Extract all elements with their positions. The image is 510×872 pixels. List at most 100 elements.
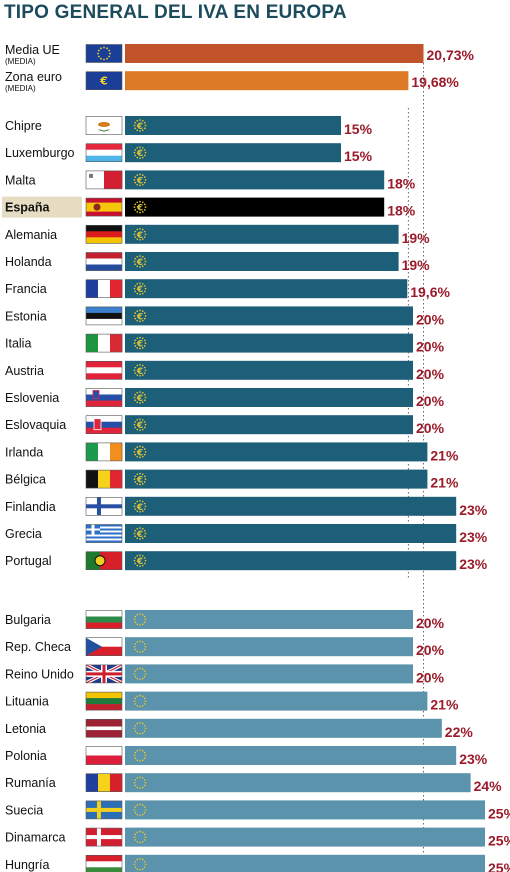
eu-stars-icon <box>133 694 147 708</box>
svg-text:€: € <box>136 231 143 241</box>
bar-row: Dinamarca 25% <box>5 827 510 849</box>
bar <box>125 197 385 217</box>
category-label: Media UE <box>5 43 60 57</box>
category-label: Chipre <box>5 119 42 133</box>
value-label-background <box>471 777 500 794</box>
bar-row: Rep. Checa 20% <box>5 637 445 658</box>
germany-flag <box>85 225 123 244</box>
value-label: 19,6% <box>410 284 450 300</box>
bar-row: Media UE(MEDIA) 20,73% <box>5 43 475 66</box>
category-label: Alemania <box>5 228 57 242</box>
malta-flag <box>85 170 123 190</box>
latvia-flag <box>85 718 123 738</box>
svg-text:€: € <box>136 204 143 214</box>
bar <box>125 524 457 543</box>
svg-text:€: € <box>136 421 143 431</box>
category-label: Dinamarca <box>5 831 65 845</box>
slovakia-flag <box>85 415 123 435</box>
slovenia-flag <box>85 388 123 407</box>
svg-text:€: € <box>136 394 143 404</box>
bar-row: Bélgica €21% <box>5 469 459 491</box>
category-label: Reino Unido <box>5 667 74 681</box>
value-label: 21% <box>430 697 459 713</box>
value-label: 21% <box>430 475 459 491</box>
category-label: Francia <box>5 282 47 296</box>
euro-symbol-flag: € <box>85 71 123 90</box>
value-label-background <box>486 831 510 848</box>
value-label: 19,68% <box>411 74 459 90</box>
bar <box>125 718 442 738</box>
value-label: 15% <box>344 121 373 137</box>
category-label: Malta <box>5 173 36 187</box>
value-label: 20% <box>416 669 445 685</box>
category-label: Hungría <box>5 858 50 872</box>
bar <box>125 333 413 353</box>
bar <box>125 224 399 244</box>
hungary-flag <box>85 854 123 872</box>
bar <box>125 800 485 820</box>
euro-coin-icon: € <box>133 554 147 567</box>
value-label: 23% <box>459 502 488 518</box>
value-label: 19% <box>402 257 431 273</box>
value-label: 24% <box>474 778 503 794</box>
finland-flag <box>85 496 123 516</box>
bar <box>125 551 457 571</box>
value-label: 25% <box>488 833 510 849</box>
value-label: 20% <box>416 615 445 631</box>
bar-row: Eslovenia €20% <box>5 388 445 409</box>
category-label: Irlanda <box>5 445 43 459</box>
eu-stars-icon <box>133 857 147 871</box>
category-label: Holanda <box>5 255 52 269</box>
category-sublabel: (MEDIA) <box>5 84 36 93</box>
bar-row: España €18% <box>2 196 416 219</box>
bar-row: Letonia 22% <box>5 718 474 740</box>
svg-text:€: € <box>136 312 143 322</box>
value-label: 23% <box>459 529 488 545</box>
bar <box>125 442 428 462</box>
category-label: España <box>5 201 51 215</box>
bar <box>125 746 457 765</box>
eu-stars-icon <box>133 776 147 790</box>
euro-coin-icon: € <box>133 227 147 241</box>
svg-text:€: € <box>136 530 143 540</box>
bar <box>125 252 399 271</box>
denmark-flag <box>85 827 123 847</box>
euro-coin-icon: € <box>133 255 147 268</box>
euro-coin-icon: € <box>133 173 147 186</box>
value-label-background <box>486 858 510 872</box>
euro-coin-icon: € <box>133 309 147 322</box>
value-label: 25% <box>488 860 510 872</box>
bar-row: Rumanía 24% <box>5 773 502 794</box>
euro-coin-icon: € <box>133 336 147 350</box>
euro-coin-icon: € <box>133 472 147 486</box>
svg-text:€: € <box>136 503 143 513</box>
bar-row: Francia €19,6% <box>5 279 450 300</box>
category-label: Italia <box>5 337 31 351</box>
bar-row: Alemania €19% <box>5 224 430 246</box>
bar <box>125 44 424 63</box>
bar-row: Grecia €23% <box>5 524 488 545</box>
romania-flag <box>85 773 123 793</box>
highlight-background <box>2 196 82 218</box>
lithuania-flag <box>85 691 123 711</box>
svg-text:€: € <box>136 340 143 350</box>
bar-row: Polonia 23% <box>5 746 488 767</box>
category-label: Zona euro <box>5 70 62 84</box>
category-label: Lituania <box>5 695 49 709</box>
bar <box>125 854 485 872</box>
bar <box>125 116 341 135</box>
bar-row: Reino Unido 20% <box>5 663 445 685</box>
bar-row: Suecia 25% <box>5 800 510 821</box>
value-label: 22% <box>445 724 474 740</box>
euro-coin-icon: € <box>133 146 147 159</box>
bar-row: Italia €20% <box>5 333 445 355</box>
euro-coin-icon: € <box>133 200 147 214</box>
bar-row: Bulgaria 20% <box>5 610 445 631</box>
bar <box>125 170 385 190</box>
svg-text:€: € <box>136 557 143 567</box>
bar <box>125 415 413 435</box>
category-label: Letonia <box>5 722 46 736</box>
bar-row: Eslovaquia €20% <box>5 415 445 436</box>
bar-row: Holanda €19% <box>5 252 430 273</box>
